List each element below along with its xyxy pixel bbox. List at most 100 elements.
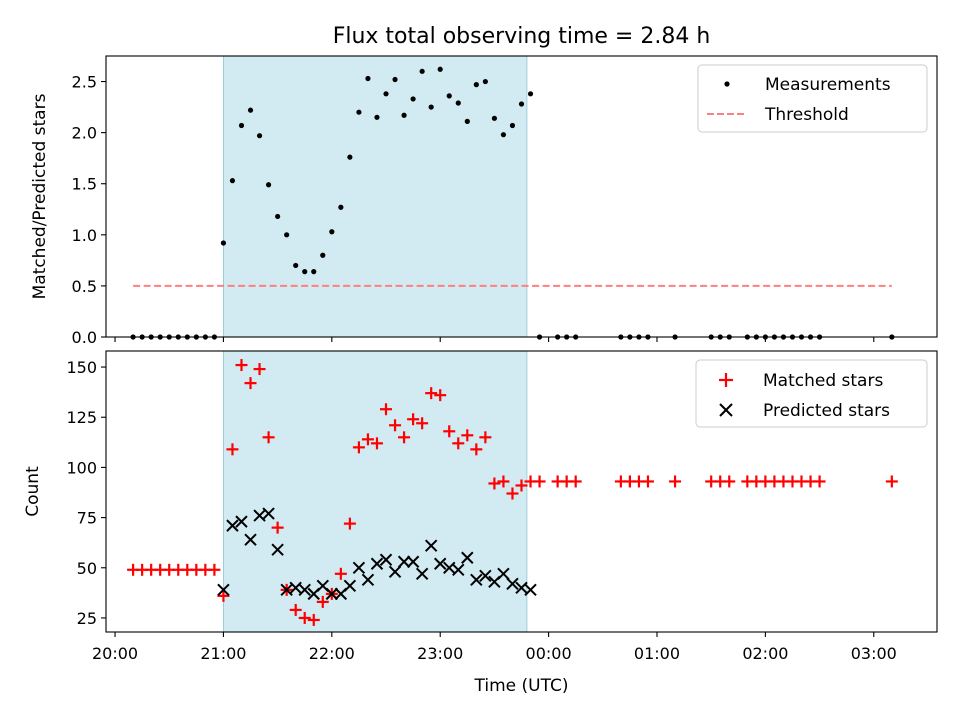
- matched-star-point: [244, 377, 257, 390]
- measurement-point: [491, 115, 498, 121]
- measurement-point: [446, 93, 452, 99]
- matched-star-point: [217, 589, 230, 602]
- measurement-point: [527, 91, 534, 97]
- measurement-point: [356, 109, 362, 115]
- x-tick-label: 21:00: [200, 644, 246, 663]
- legend-predicted-marker: [719, 403, 733, 417]
- bottom-legend-box: [695, 359, 928, 428]
- matched-star-point: [343, 517, 356, 530]
- matched-star-point: [226, 443, 239, 456]
- matched-star-point: [352, 441, 365, 454]
- matched-star-point: [506, 487, 519, 500]
- x-tick-label: 02:00: [742, 644, 788, 663]
- measurement-point: [347, 154, 353, 160]
- measurement-point: [437, 66, 443, 72]
- matched-star-point: [425, 387, 438, 400]
- predicted-star-point: [370, 557, 384, 570]
- bottom-y-tick-label: 150: [66, 358, 97, 377]
- matched-star-point: [569, 475, 582, 488]
- measurement-point: [229, 178, 236, 184]
- top-y-tick-label: 2.5: [72, 73, 97, 92]
- bottom-y-tick-label: 100: [66, 458, 97, 477]
- measurement-point: [293, 262, 299, 269]
- measurement-point: [392, 76, 398, 83]
- legend-threshold-label: Threshold: [764, 105, 849, 125]
- x-tick-label: 00:00: [526, 644, 572, 663]
- matched-star-point: [235, 359, 248, 372]
- matched-star-point: [407, 413, 420, 426]
- bottom-y-tick-label: 75: [77, 509, 97, 528]
- top-panel: 0.0 0.5 1.0 1.5 2.0 2.5 Matched/Predicted sta…: [30, 55, 938, 347]
- top-y-tick-label: 1.5: [72, 175, 97, 194]
- measurement-point: [428, 104, 434, 110]
- predicted-star-point: [515, 581, 528, 595]
- matched-star-point: [885, 475, 898, 488]
- predicted-star-point: [361, 573, 375, 587]
- bottom-shaded-interval: [223, 350, 528, 633]
- predicted-star-point: [424, 539, 438, 552]
- predicted-star-point: [397, 555, 411, 568]
- predicted-star-point: [298, 583, 311, 597]
- predicted-star-point: [388, 565, 402, 578]
- bottom-legend: Matched stars Predicted stars: [695, 359, 928, 428]
- matched-star-point: [488, 477, 501, 490]
- measurement-point: [220, 240, 227, 246]
- matched-star-point: [461, 429, 474, 442]
- predicted-star-point: [289, 581, 302, 595]
- matched-star-point: [262, 431, 275, 444]
- top-axes-frame: [105, 55, 938, 338]
- measurement-point: [383, 91, 389, 97]
- top-y-tick-label: 0.0: [72, 328, 97, 347]
- matched-star-point: [443, 425, 456, 438]
- bottom-y-ticks: 25 50 75 100 125 150: [66, 358, 106, 628]
- predicted-star-point: [244, 533, 257, 546]
- predicted-star-point: [415, 567, 429, 580]
- predicted-star-point: [452, 563, 465, 576]
- predicted-star-point: [497, 567, 510, 580]
- top-y-tick-label: 1.0: [72, 226, 97, 245]
- x-tick-label: 23:00: [417, 644, 463, 663]
- measurement-point: [410, 96, 416, 102]
- bottom-y-tick-label: 125: [66, 408, 97, 427]
- measurement-point: [374, 114, 380, 120]
- matched-star-point: [669, 475, 682, 488]
- matched-star-point: [253, 363, 266, 376]
- x-tick-label: 03:00: [851, 644, 897, 663]
- matched-star-point: [361, 433, 374, 446]
- bottom-axes-frame: [105, 350, 938, 633]
- predicted-star-point: [217, 583, 230, 597]
- predicted-star-point: [433, 557, 447, 570]
- measurement-point: [473, 82, 479, 88]
- measurement-point: [284, 232, 290, 238]
- predicted-star-point: [461, 551, 474, 564]
- legend-measurements-marker: [724, 81, 730, 87]
- bottom-points-layer: [127, 359, 898, 626]
- matched-star-point: [298, 611, 311, 624]
- measurement-point: [482, 78, 488, 85]
- matched-star-point: [479, 431, 492, 444]
- measurement-point: [247, 107, 254, 113]
- matched-star-point: [380, 403, 393, 416]
- top-shaded-interval: [223, 55, 528, 338]
- matched-star-point: [723, 475, 736, 488]
- matched-star-point: [515, 479, 528, 492]
- measurement-point: [455, 100, 461, 106]
- top-y-axis-label: Matched/Predicted stars: [30, 93, 50, 299]
- predicted-star-point: [443, 561, 456, 574]
- predicted-star-point: [262, 507, 275, 520]
- predicted-star-point: [235, 515, 248, 528]
- bottom-y-tick-label: 25: [77, 609, 97, 628]
- predicted-star-point: [406, 555, 420, 568]
- matched-star-point: [316, 595, 329, 608]
- matched-star-point: [452, 437, 465, 450]
- x-tick-label: 01:00: [634, 644, 680, 663]
- x-axis-label: Time (UTC): [474, 676, 569, 696]
- measurement-point: [265, 182, 272, 188]
- predicted-star-point: [226, 519, 239, 532]
- predicted-star-point: [379, 553, 393, 566]
- measurement-point: [320, 252, 326, 258]
- top-x-ticks: [114, 337, 875, 342]
- bottom-y-axis-label: Count: [23, 466, 43, 517]
- measurement-point: [518, 101, 525, 107]
